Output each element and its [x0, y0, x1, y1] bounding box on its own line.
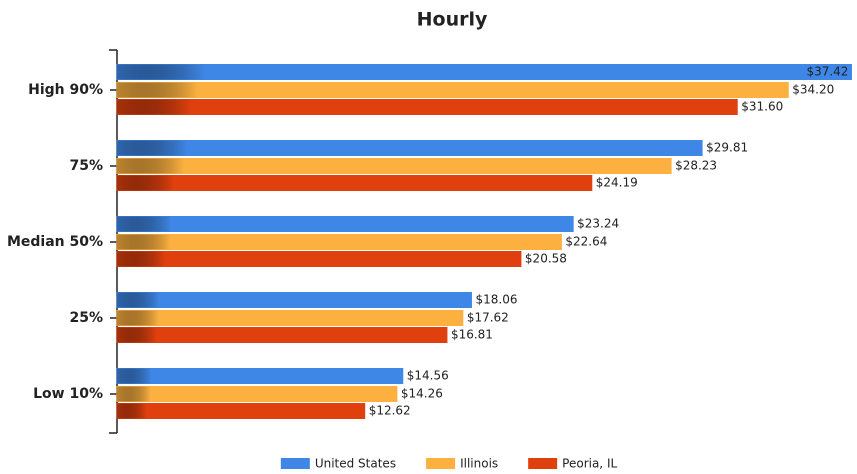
y-tick-label: Median 50%: [7, 234, 103, 250]
bar-shade: [117, 368, 403, 384]
y-tick-label: 75%: [69, 158, 103, 174]
value-label: $34.20: [792, 83, 834, 97]
bar-shade: [117, 82, 789, 98]
bar-shade: [117, 158, 672, 174]
y-tick-label: Low 10%: [33, 386, 103, 402]
legend-swatch: [528, 458, 558, 469]
bar-shade: [117, 64, 852, 80]
legend-swatch: [426, 458, 456, 469]
bar-shade: [117, 310, 463, 326]
value-label: $20.58: [525, 252, 567, 266]
legend-label: Peoria, IL: [562, 457, 617, 471]
value-label: $31.60: [741, 100, 783, 114]
legend-label: United States: [315, 457, 396, 471]
bar-shade: [117, 403, 365, 419]
bar-shade: [117, 99, 738, 115]
bar-shade: [117, 386, 397, 402]
value-label: $14.56: [407, 369, 449, 383]
value-label: $28.23: [675, 159, 717, 173]
bar-shade: [117, 216, 574, 232]
value-label: $29.81: [706, 141, 748, 155]
value-label: $22.64: [565, 235, 607, 249]
value-label: $37.42: [806, 65, 848, 79]
value-label: $23.24: [577, 217, 619, 231]
bar-shade: [117, 292, 472, 308]
chart-title: Hourly: [417, 9, 488, 31]
bar-shade: [117, 175, 592, 191]
value-label: $14.26: [401, 387, 443, 401]
legend-swatch: [280, 458, 310, 469]
y-tick-label: 25%: [69, 310, 103, 326]
value-label: $16.81: [451, 328, 493, 342]
bar-shade: [117, 251, 521, 267]
bar-shade: [117, 327, 447, 343]
value-label: $12.62: [369, 404, 411, 418]
value-label: $18.06: [475, 293, 517, 307]
value-label: $17.62: [467, 311, 509, 325]
bar-shade: [117, 140, 703, 156]
bar-shade: [117, 234, 562, 250]
value-label: $24.19: [596, 176, 638, 190]
legend-label: Illinois: [460, 457, 498, 471]
y-tick-label: High 90%: [28, 82, 103, 98]
